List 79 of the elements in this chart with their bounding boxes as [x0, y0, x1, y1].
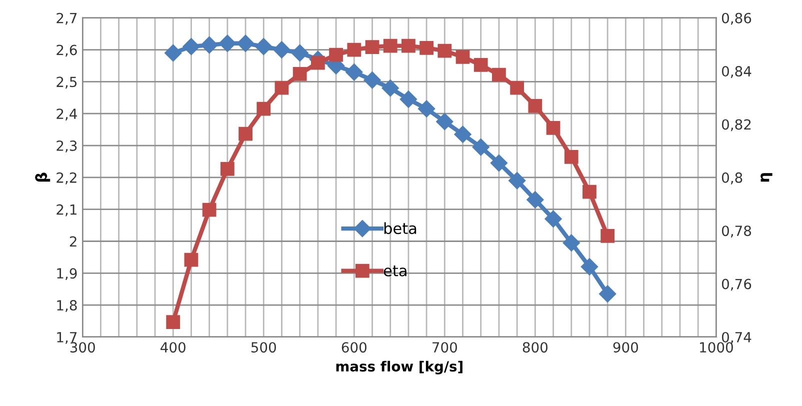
- y2-tick-label: 0,8: [722, 172, 742, 184]
- point: [600, 228, 615, 243]
- y2-tick-label: 0,84: [722, 66, 752, 78]
- point: [438, 44, 452, 58]
- point: [220, 162, 234, 176]
- y-axis-title: β: [35, 172, 50, 182]
- y-tick-label: 2,7: [56, 12, 77, 25]
- point: [274, 80, 289, 95]
- point: [490, 154, 508, 172]
- y-tick-label: 1,9: [57, 268, 77, 280]
- x-tick-label: 1000: [700, 342, 733, 353]
- point: [544, 210, 562, 228]
- y2-tick-label: 0,82: [722, 119, 751, 132]
- point: [454, 126, 472, 143]
- point: [164, 44, 182, 62]
- point: [182, 38, 200, 56]
- point: [582, 184, 596, 199]
- point: [472, 138, 490, 156]
- y-tick-label: 2,1: [56, 204, 76, 216]
- y-tick-label: 1,8: [57, 300, 77, 312]
- point: [510, 80, 524, 95]
- x-tick-label: 900: [613, 342, 638, 353]
- y2-axis-title: η: [760, 173, 772, 182]
- point: [492, 68, 506, 82]
- point: [236, 34, 254, 52]
- point: [508, 172, 526, 190]
- y2-tick-label: 0,78: [722, 226, 752, 238]
- x-tick-label: 500: [251, 342, 276, 353]
- x-tick-label: 800: [522, 342, 548, 353]
- point: [347, 42, 362, 57]
- y-tick-label: 2,6: [56, 44, 77, 57]
- point: [256, 102, 271, 116]
- point: [402, 38, 416, 53]
- point: [292, 67, 307, 81]
- y-tick-label: 1,7: [57, 332, 77, 344]
- point: [564, 150, 578, 164]
- point: [456, 50, 470, 64]
- point: [382, 80, 399, 97]
- point: [599, 285, 616, 302]
- x-tick-label: 700: [432, 342, 457, 353]
- y-tick-label: 2,5: [56, 76, 77, 89]
- point: [200, 36, 218, 54]
- x-tick-label: 400: [160, 342, 186, 353]
- point: [474, 58, 488, 72]
- point: [364, 72, 381, 89]
- point: [546, 121, 560, 135]
- point: [218, 34, 236, 52]
- point: [420, 40, 434, 55]
- y2-tick-label: 0,74: [722, 332, 752, 344]
- point: [238, 126, 252, 141]
- y-tick-label: 2,2: [56, 172, 76, 184]
- x-tick-label: 600: [342, 342, 366, 353]
- point: [436, 113, 454, 130]
- point: [273, 41, 290, 58]
- point: [202, 202, 216, 217]
- point: [166, 315, 180, 330]
- y-tick-label: 2: [70, 236, 76, 247]
- point: [562, 234, 580, 252]
- y-tick-label: 2,4: [56, 108, 77, 120]
- point: [310, 56, 325, 70]
- y2-tick-label: 0,86: [722, 12, 752, 25]
- point: [526, 191, 544, 208]
- y2-tick-label: 0,76: [722, 278, 752, 291]
- x-tick-label: 300: [70, 342, 95, 353]
- point: [291, 44, 308, 62]
- point: [418, 100, 436, 118]
- x-axis-title: mass flow [kg/s]: [336, 360, 462, 374]
- point: [255, 38, 272, 56]
- point: [400, 90, 417, 108]
- y-tick-label: 2,3: [56, 140, 77, 152]
- point: [346, 64, 363, 81]
- point: [383, 38, 398, 53]
- point: [329, 48, 343, 62]
- point: [580, 258, 598, 276]
- legend-label: eta: [384, 265, 406, 276]
- point: [365, 40, 380, 54]
- point: [184, 252, 198, 267]
- point: [528, 98, 542, 113]
- legend-label: beta: [384, 222, 416, 234]
